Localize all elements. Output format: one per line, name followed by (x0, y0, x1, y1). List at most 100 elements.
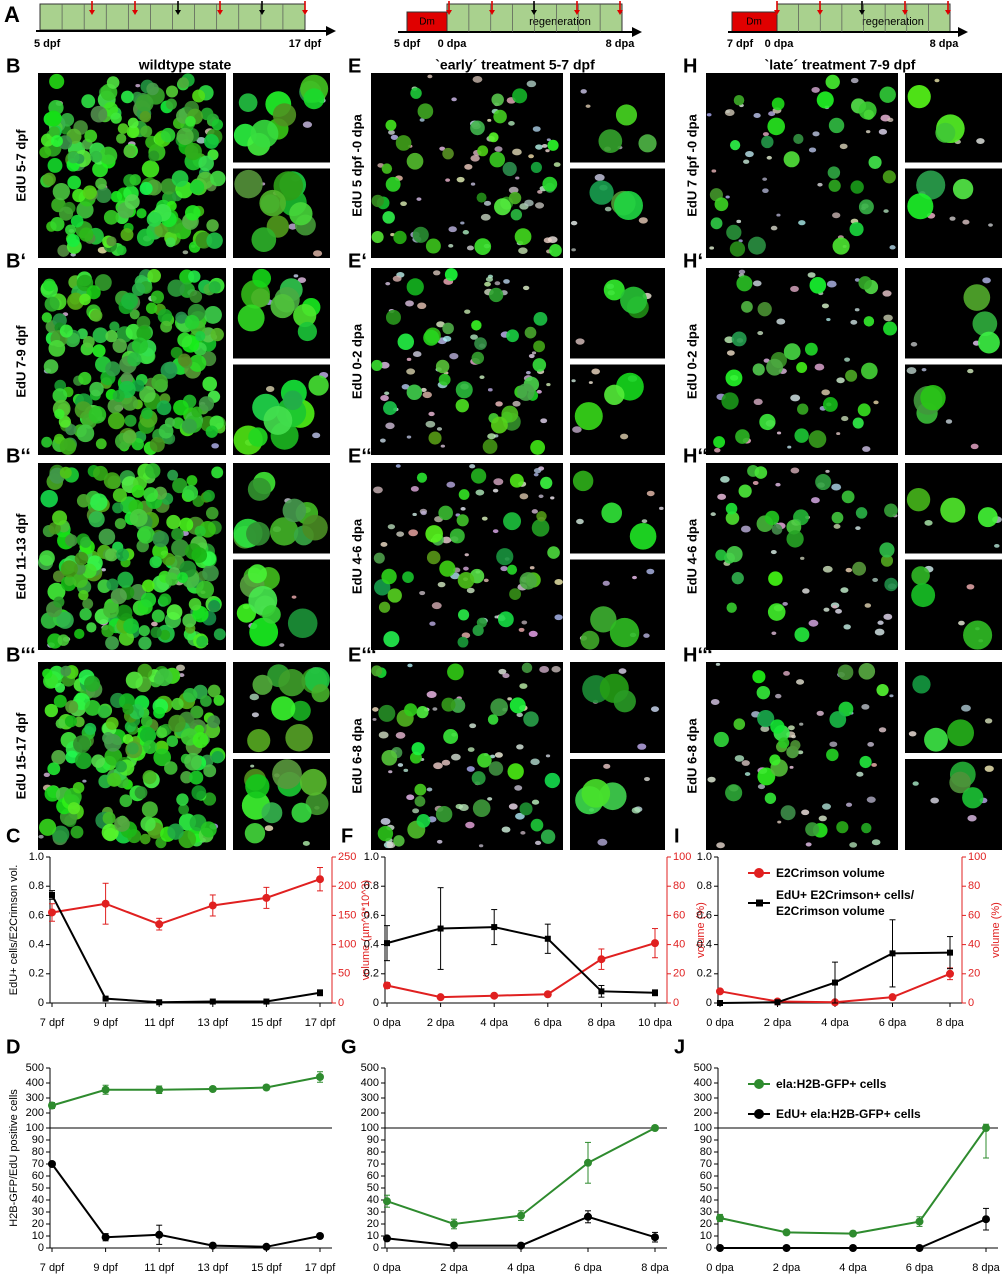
nucleus-white (982, 277, 991, 284)
nucleus-white (873, 400, 879, 405)
x-tick-label: 2 dpa (440, 1262, 468, 1274)
cell-green (371, 359, 383, 371)
cell-green (836, 821, 849, 834)
cell-green (477, 753, 492, 768)
cell-green (196, 580, 215, 599)
nucleus-white (551, 666, 561, 673)
panel-letter: H (683, 55, 697, 77)
legend-label: ela:H2B-GFP+ cells (776, 1077, 887, 1091)
nucleus-white (984, 718, 993, 724)
y-tick-label: 90 (700, 1134, 712, 1146)
series-line (719, 1127, 987, 1235)
timeline-label: 0 dpa (765, 38, 795, 50)
nucleus-white (469, 464, 476, 469)
cell-green (244, 823, 266, 844)
data-point (888, 993, 897, 1002)
cell-green (127, 117, 139, 129)
cell-green (613, 190, 643, 221)
cell-green (134, 786, 148, 800)
nucleus-white (930, 797, 939, 804)
y2-axis-label: volume (µm^3*10^3) (360, 880, 372, 980)
cell-green (456, 514, 469, 527)
cell-green (177, 572, 188, 583)
data-point (849, 1244, 857, 1252)
cell-green (153, 673, 165, 685)
cell-green (139, 386, 156, 403)
cell-green (383, 401, 398, 416)
row-label: EdU 6-8 dpa (684, 718, 699, 794)
cell-green (756, 685, 771, 700)
nucleus-white (458, 804, 469, 812)
data-point (716, 1214, 724, 1222)
cell-green (837, 664, 854, 681)
cell-green (262, 605, 281, 624)
cell-green (438, 373, 451, 386)
timeline-arrow-head (302, 10, 308, 15)
nucleus-white (825, 469, 830, 473)
nucleus-white (602, 580, 610, 586)
cell-green (416, 813, 431, 828)
nucleus-white (638, 217, 648, 224)
timeline-arrow-head (859, 10, 865, 15)
nucleus-white (400, 201, 407, 207)
nucleus-white (821, 303, 829, 309)
nucleus-white (533, 473, 539, 477)
nucleus-white (740, 525, 751, 533)
data-point (317, 989, 323, 996)
cell-green (509, 588, 522, 601)
timeline-label: 17 dpf (289, 38, 322, 50)
nucleus-white (406, 794, 415, 801)
cell-green (182, 485, 199, 501)
data-point (849, 1229, 857, 1238)
y-tick-label: 100 (361, 1122, 379, 1134)
nucleus-white (43, 772, 50, 778)
cell-green (177, 332, 193, 348)
micrograph (371, 268, 563, 455)
cell-green (158, 593, 172, 606)
nucleus-white (594, 174, 605, 182)
data-point (490, 991, 499, 1000)
nucleus-white (631, 807, 641, 814)
nucleus-white (422, 391, 432, 399)
nucleus-white (373, 486, 383, 494)
data-point (517, 1211, 525, 1220)
cell-green (488, 132, 499, 143)
cell-green (767, 117, 785, 136)
nucleus-white (541, 143, 548, 148)
y2-axis-label: volume (%) (695, 902, 707, 958)
nucleus-white (777, 820, 782, 824)
cell-green (249, 617, 279, 647)
cell-green (444, 268, 458, 281)
cell-green (767, 603, 786, 621)
nucleus-white (448, 226, 457, 233)
cell-green (45, 110, 62, 127)
y-tick-label: 80 (32, 1146, 44, 1158)
nucleus-white (512, 400, 521, 407)
cell-green (114, 816, 130, 832)
nucleus-white (716, 842, 725, 849)
data-point (450, 1241, 458, 1250)
cell-green (168, 714, 186, 733)
treatment-label: Dm (746, 17, 762, 28)
cell-green (160, 320, 173, 333)
nucleus-white (554, 578, 563, 585)
nucleus-white (101, 568, 106, 572)
nucleus-white (82, 779, 87, 783)
cell-green (177, 77, 189, 89)
cell-green (509, 697, 526, 714)
cell-green (72, 572, 88, 588)
cell-green (176, 793, 189, 806)
nucleus-white (392, 275, 402, 282)
cell-green (808, 430, 827, 448)
series-line (51, 1163, 321, 1248)
nucleus-white (518, 247, 528, 255)
cell-green (95, 187, 112, 204)
cell-green (826, 748, 839, 762)
cell-green (59, 466, 72, 479)
cell-green (92, 327, 109, 344)
nucleus-white (412, 512, 417, 517)
nucleus-white (714, 447, 721, 453)
cell-green (780, 805, 796, 821)
nucleus-white (492, 529, 499, 534)
nucleus-white (546, 383, 551, 387)
